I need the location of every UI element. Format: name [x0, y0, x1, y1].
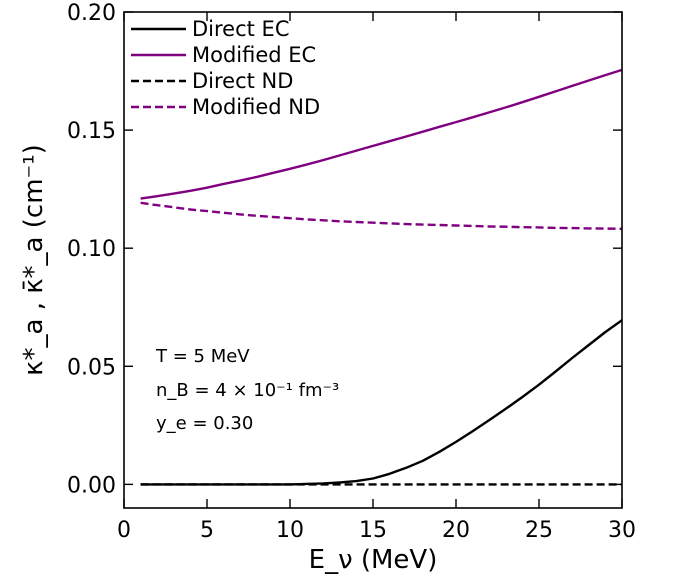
y-tick-label: 0.20: [67, 1, 116, 26]
y-tick-label: 0.15: [67, 119, 116, 144]
series-line-modified-ec: [140, 68, 623, 200]
y-axis-label: κ*_a , κ̄*_a (cm⁻¹): [19, 144, 49, 376]
series-layer: [140, 68, 623, 486]
x-tick-label: 10: [276, 518, 304, 543]
legend-label: Modified EC: [192, 43, 316, 67]
annotation-ye: y_e = 0.30: [156, 413, 253, 434]
x-tick-label: 25: [525, 518, 553, 543]
plot-frame: [123, 11, 623, 509]
legend-label: Modified ND: [192, 95, 320, 119]
x-tick-label: 5: [200, 518, 214, 543]
x-tick-label: 15: [359, 518, 387, 543]
legend-label: Direct ND: [192, 69, 293, 93]
y-tick-label: 0.10: [67, 237, 116, 262]
series-line-direct-ec: [140, 319, 623, 486]
x-tick-label: 20: [442, 518, 470, 543]
annotation-block: T = 5 MeV n_B = 4 × 10⁻¹ fm⁻³ y_e = 0.30: [155, 346, 339, 434]
series-line-modified-nd: [140, 201, 623, 230]
annotation-temperature: T = 5 MeV: [155, 346, 250, 367]
legend-label: Direct EC: [192, 17, 289, 41]
annotation-density: n_B = 4 × 10⁻¹ fm⁻³: [156, 380, 339, 401]
x-axis-label: E_ν (MeV): [309, 545, 438, 575]
x-tick-label: 0: [117, 518, 131, 543]
y-tick-label: 0.05: [67, 355, 116, 380]
y-tick-label: 0.00: [67, 473, 116, 498]
annotation-density-text: n_B = 4 × 10⁻¹ fm⁻³: [156, 380, 339, 401]
ticks-layer: 0 5 10 15 20 25 30 0.00 0.05 0.10 0.15 0.20: [67, 1, 636, 543]
x-tick-label: 30: [608, 518, 636, 543]
